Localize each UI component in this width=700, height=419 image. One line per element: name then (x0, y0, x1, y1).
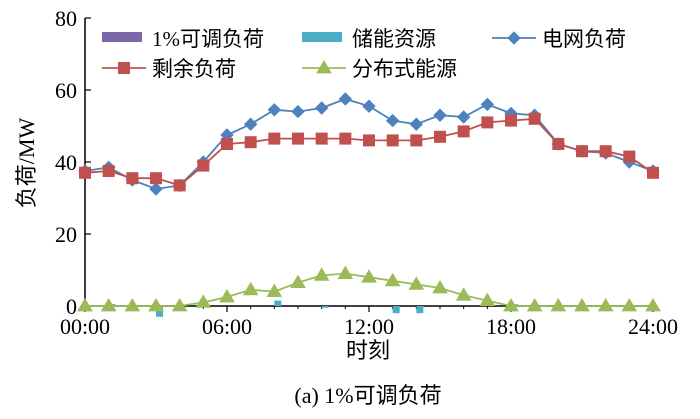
data-point (244, 136, 257, 149)
data-point (623, 150, 636, 163)
data-point (599, 145, 612, 158)
x-tick-label: 06:00 (202, 314, 252, 339)
data-point (647, 166, 659, 179)
x-tick-label: 00:00 (60, 314, 110, 339)
data-point (268, 132, 281, 145)
data-point (432, 280, 448, 294)
data-point (243, 117, 258, 131)
bar (321, 306, 329, 308)
legend-label: 分布式能源 (352, 57, 457, 81)
data-point (503, 298, 519, 312)
legend-swatch (102, 32, 142, 42)
data-point (118, 62, 130, 74)
data-point (291, 104, 305, 119)
data-point (386, 134, 399, 147)
data-point (457, 125, 470, 138)
data-point (480, 97, 495, 112)
data-point (292, 132, 304, 145)
data-point (314, 101, 329, 115)
data-point (456, 110, 471, 124)
line-series (77, 92, 661, 312)
data-point (219, 289, 235, 303)
y-tick-label: 60 (55, 78, 77, 103)
data-point (434, 130, 446, 143)
data-point (339, 132, 352, 145)
data-point (79, 166, 91, 179)
data-point (597, 298, 614, 312)
data-point (266, 283, 283, 297)
data-point (410, 134, 423, 147)
data-point (526, 298, 543, 312)
data-point (290, 274, 306, 288)
data-point (267, 103, 282, 117)
data-point (221, 138, 233, 150)
bar (274, 300, 282, 306)
data-point (100, 298, 117, 312)
y-tick-label: 20 (55, 222, 77, 247)
data-point (507, 31, 521, 45)
data-point (338, 92, 353, 106)
data-point (77, 298, 93, 312)
data-point (173, 179, 186, 192)
data-point (102, 165, 115, 177)
data-point (528, 112, 541, 125)
bar (416, 306, 424, 314)
bar (392, 306, 400, 314)
data-point (195, 294, 212, 308)
legend-label: 1%可调负荷 (152, 27, 264, 51)
x-axis-title: 时刻 (346, 338, 390, 363)
legend-label: 电网负荷 (542, 27, 626, 51)
data-point (479, 292, 496, 306)
data-point (242, 281, 259, 296)
y-axis-title: 负荷/MW (14, 118, 39, 209)
data-point (455, 287, 472, 301)
data-point (409, 117, 424, 131)
data-point (621, 298, 638, 312)
data-point (197, 159, 210, 172)
data-point (126, 172, 139, 185)
data-point (124, 298, 141, 312)
data-point (148, 298, 164, 312)
y-tick-label: 40 (55, 150, 77, 175)
x-tick-label: 12:00 (344, 314, 394, 339)
legend-swatch (302, 32, 342, 42)
data-point (645, 298, 661, 312)
data-point (315, 132, 328, 145)
chart-caption: (a) 1%可调负荷 (294, 383, 441, 408)
data-point (362, 99, 376, 113)
data-point (150, 172, 162, 185)
data-point (408, 276, 425, 290)
legend-label: 剩余负荷 (152, 57, 236, 81)
data-point (171, 298, 188, 312)
data-point (384, 272, 401, 287)
data-point (385, 113, 400, 128)
data-point (505, 114, 517, 127)
x-tick-label: 24:00 (628, 314, 678, 339)
data-point (550, 298, 567, 312)
data-point (316, 60, 332, 74)
data-point (361, 269, 377, 283)
data-point (363, 134, 375, 147)
data-point (574, 298, 590, 312)
y-tick-label: 80 (55, 6, 77, 31)
data-point (149, 182, 163, 196)
y-tick-label: 0 (66, 294, 77, 319)
bar-series (108, 300, 518, 317)
axes: 0 20 40 60 80 00:00 06:00 12:00 18:00 24:00 (55, 6, 678, 339)
data-point (552, 138, 565, 150)
data-point (481, 116, 494, 129)
data-point (433, 108, 447, 122)
data-point (576, 145, 588, 158)
data-point (337, 265, 354, 279)
data-point (313, 267, 330, 281)
x-tick-label: 18:00 (486, 314, 536, 339)
series-line (84, 117, 654, 187)
legend-label: 储能资源 (352, 27, 436, 51)
